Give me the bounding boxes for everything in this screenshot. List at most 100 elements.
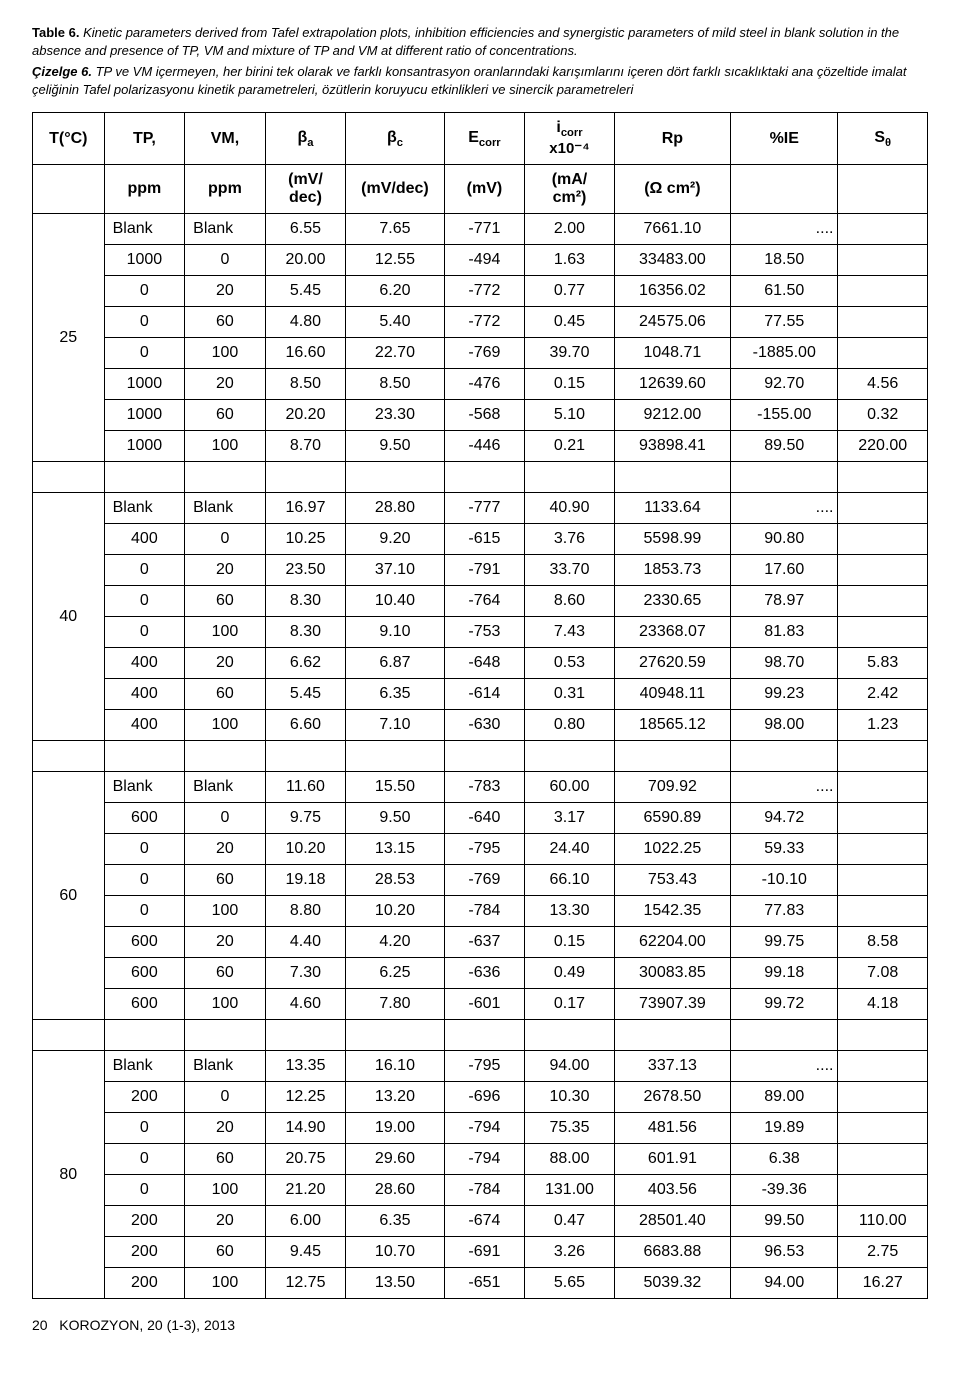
- table-header: T(°C)TP,VM,βaβcEcorricorrx10⁻⁴Rp%IESθ pp…: [33, 113, 928, 214]
- data-cell: 28.60: [346, 1175, 444, 1206]
- data-cell: 7.43: [525, 617, 615, 648]
- data-cell: 20.00: [265, 245, 346, 276]
- data-cell: 6.35: [346, 1206, 444, 1237]
- data-cell: 0: [104, 555, 185, 586]
- data-cell: 8.30: [265, 617, 346, 648]
- data-cell: 5039.32: [614, 1268, 730, 1299]
- table-row: 400605.456.35-6140.3140948.1199.232.42: [33, 679, 928, 710]
- data-cell: 16.97: [265, 493, 346, 524]
- col-subheader: [33, 165, 105, 214]
- data-cell: 0.80: [525, 710, 615, 741]
- data-cell: 6.55: [265, 214, 346, 245]
- data-cell: 28.53: [346, 865, 444, 896]
- data-cell: 88.00: [525, 1144, 615, 1175]
- data-cell: 6.35: [346, 679, 444, 710]
- data-cell: 7.10: [346, 710, 444, 741]
- data-cell: [838, 338, 928, 369]
- data-cell: 6.00: [265, 1206, 346, 1237]
- data-cell: 60: [185, 400, 266, 431]
- data-cell: -784: [444, 896, 525, 927]
- data-cell: 20.20: [265, 400, 346, 431]
- data-cell: 98.70: [731, 648, 838, 679]
- data-cell: 403.56: [614, 1175, 730, 1206]
- data-cell: 18565.12: [614, 710, 730, 741]
- data-cell: 99.23: [731, 679, 838, 710]
- data-cell: 400: [104, 710, 185, 741]
- data-cell: 1022.25: [614, 834, 730, 865]
- data-cell: -795: [444, 834, 525, 865]
- data-cell: -769: [444, 865, 525, 896]
- data-cell: [838, 245, 928, 276]
- table-row: 0604.805.40-7720.4524575.0677.55: [33, 307, 928, 338]
- data-cell: 400: [104, 524, 185, 555]
- data-cell: 20: [185, 1206, 266, 1237]
- data-cell: 0.32: [838, 400, 928, 431]
- data-cell: 5.45: [265, 276, 346, 307]
- data-cell: 24.40: [525, 834, 615, 865]
- data-cell: 1000: [104, 369, 185, 400]
- data-cell: 30083.85: [614, 958, 730, 989]
- data-cell: 75.35: [525, 1113, 615, 1144]
- data-cell: 90.80: [731, 524, 838, 555]
- data-cell: 400: [104, 648, 185, 679]
- data-cell: -494: [444, 245, 525, 276]
- data-cell: 2678.50: [614, 1082, 730, 1113]
- data-cell: 600: [104, 927, 185, 958]
- data-cell: -771: [444, 214, 525, 245]
- data-cell: 99.72: [731, 989, 838, 1020]
- data-cell: -791: [444, 555, 525, 586]
- data-cell: 0.21: [525, 431, 615, 462]
- data-cell: 6.20: [346, 276, 444, 307]
- temperature-cell: 60: [33, 772, 105, 1020]
- data-cell: 19.18: [265, 865, 346, 896]
- data-cell: 23368.07: [614, 617, 730, 648]
- data-cell: 1853.73: [614, 555, 730, 586]
- data-cell: 6.62: [265, 648, 346, 679]
- spacer-row: [33, 1020, 928, 1051]
- spacer-row: [33, 741, 928, 772]
- data-cell: [838, 1175, 928, 1206]
- page-number: 20: [32, 1317, 48, 1333]
- data-cell: 7.08: [838, 958, 928, 989]
- data-cell: 10.70: [346, 1237, 444, 1268]
- data-cell: Blank: [185, 1051, 266, 1082]
- data-cell: 200: [104, 1206, 185, 1237]
- data-cell: -155.00: [731, 400, 838, 431]
- data-cell: 33.70: [525, 555, 615, 586]
- data-cell: 600: [104, 989, 185, 1020]
- data-cell: 61.50: [731, 276, 838, 307]
- data-cell: [838, 834, 928, 865]
- data-cell: 11.60: [265, 772, 346, 803]
- data-cell: 1.63: [525, 245, 615, 276]
- data-cell: 99.18: [731, 958, 838, 989]
- temperature-cell: 25: [33, 214, 105, 462]
- data-cell: [838, 493, 928, 524]
- data-cell: 77.55: [731, 307, 838, 338]
- data-cell: 12639.60: [614, 369, 730, 400]
- col-header: Ecorr: [444, 113, 525, 165]
- table-row: 80BlankBlank13.3516.10-79594.00337.13...…: [33, 1051, 928, 1082]
- data-cell: 220.00: [838, 431, 928, 462]
- data-cell: [838, 803, 928, 834]
- data-cell: -794: [444, 1144, 525, 1175]
- caption-tr: TP ve VM içermeyen, her birini tek olara…: [32, 64, 906, 97]
- data-cell: 0: [104, 834, 185, 865]
- data-cell: 0: [185, 245, 266, 276]
- data-cell: 17.60: [731, 555, 838, 586]
- data-cell: 5.83: [838, 648, 928, 679]
- data-cell: -783: [444, 772, 525, 803]
- table-row: 400206.626.87-6480.5327620.5998.705.83: [33, 648, 928, 679]
- data-cell: 18.50: [731, 245, 838, 276]
- data-cell: 6.60: [265, 710, 346, 741]
- table-row: 02014.9019.00-79475.35481.5619.89: [33, 1113, 928, 1144]
- caption-cizelge-label: Çizelge 6.: [32, 64, 92, 79]
- data-cell: 1.23: [838, 710, 928, 741]
- table-row: 600204.404.20-6370.1562204.0099.758.58: [33, 927, 928, 958]
- data-cell: 78.97: [731, 586, 838, 617]
- data-cell: 19.00: [346, 1113, 444, 1144]
- table-row: 600607.306.25-6360.4930083.8599.187.08: [33, 958, 928, 989]
- data-cell: 60: [185, 1144, 266, 1175]
- data-cell: 60: [185, 307, 266, 338]
- col-header: Rp: [614, 113, 730, 165]
- data-cell: 5.65: [525, 1268, 615, 1299]
